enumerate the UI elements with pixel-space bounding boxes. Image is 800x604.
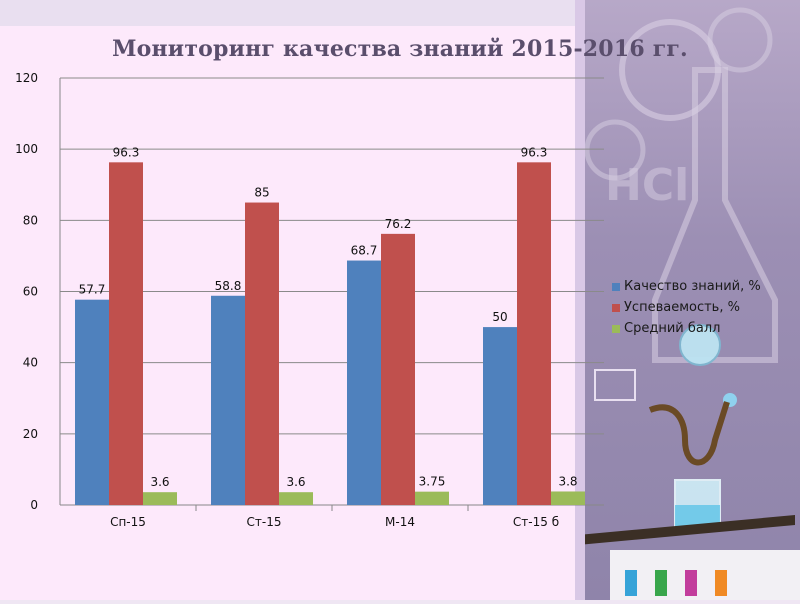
data-label: 3.6 [150,475,169,489]
bar [483,327,517,505]
legend-swatch-progress [612,303,620,312]
legend-swatch-quality [612,282,620,291]
data-label: 68.7 [351,244,378,258]
y-tick-label: 40 [23,356,38,370]
bars [75,162,585,506]
decor-stripe [575,0,585,600]
bar [143,492,177,505]
chart-title: Мониторинг качества знаний 2015-2016 гг. [112,36,688,62]
bar [415,491,449,505]
bar [381,233,415,506]
data-label: 96.3 [113,145,140,159]
data-label: 76.2 [385,217,412,231]
legend-item: Средний балл [612,318,761,339]
x-axis-ticks: Сп-15 Ст-15 М-14 Ст-15 б [110,515,559,529]
data-label: 58.8 [215,279,242,293]
data-label: 3.8 [558,474,577,488]
bar [211,295,245,505]
bar [347,260,381,505]
svg-text:HCl: HCl [605,160,689,211]
legend-swatch-average [612,324,620,333]
x-tick-label: Ст-15 [247,515,282,529]
data-label: 50 [492,310,507,324]
legend-label-quality: Качество знаний, % [624,279,761,294]
x-tick-label: Сп-15 [110,515,146,529]
x-tick-label: М-14 [385,515,415,529]
bar [109,162,143,505]
y-tick-label: 120 [15,71,38,85]
data-label: 85 [254,186,269,200]
bar [279,492,313,505]
bar [517,162,551,505]
y-axis-ticks: 0 20 40 60 80 100 120 [15,71,38,512]
data-label: 3.6 [286,475,305,489]
chemistry-decoration: HCl [470,0,800,600]
data-label: 3.75 [419,475,446,489]
y-tick-label: 60 [23,285,38,299]
legend-label-average: Средний балл [624,321,721,336]
legend-label-progress: Успеваемость, % [624,300,740,315]
legend-item: Успеваемость, % [612,297,761,318]
y-tick-label: 80 [23,213,38,227]
legend-item: Качество знаний, % [612,276,761,297]
y-tick-label: 100 [15,142,38,156]
bar [551,491,585,505]
data-label: 96.3 [521,145,548,159]
y-tick-label: 20 [23,427,38,441]
bar [245,202,279,505]
legend: Качество знаний, % Успеваемость, % Средн… [612,276,761,339]
data-labels: 57.7 96.3 3.6 58.8 85 3.6 68.7 76.2 3.75 50 96.3 3.… [79,145,578,489]
bar [75,299,109,505]
y-tick-label: 0 [30,498,38,512]
data-label: 57.7 [79,283,106,297]
x-tick-label: Ст-15 б [513,515,559,529]
